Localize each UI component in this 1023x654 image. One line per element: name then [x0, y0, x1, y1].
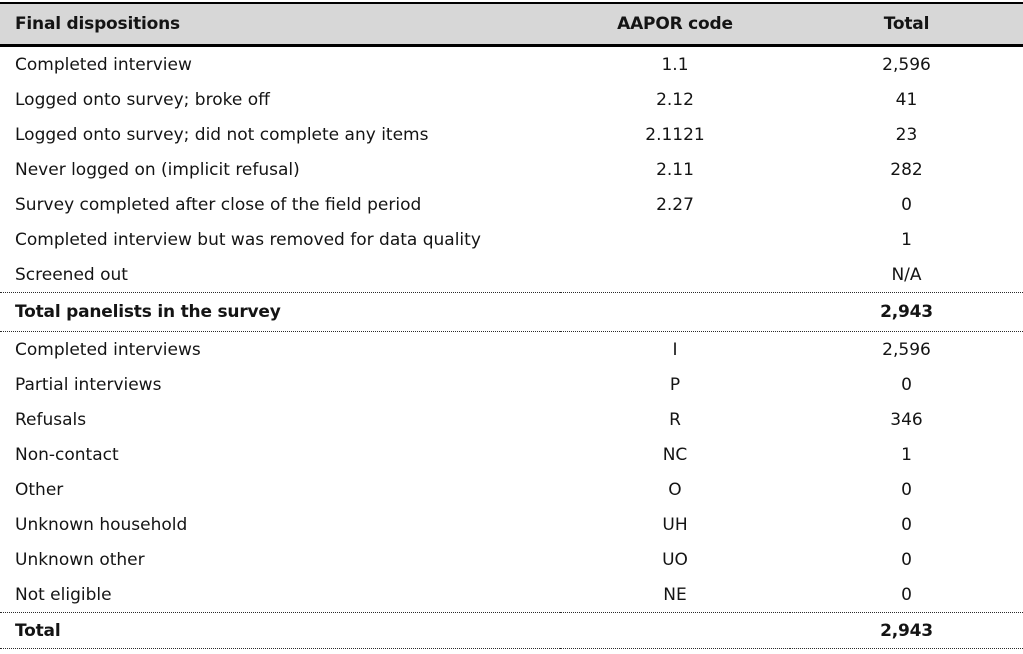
total-cell: 2,596: [790, 331, 1023, 367]
aapor-code-cell: [560, 612, 790, 649]
column-header-final-dispositions: Final dispositions: [0, 3, 560, 47]
disposition-cell: Not eligible: [15, 584, 112, 605]
table-row: Non-contact NC 1: [0, 437, 1023, 472]
disposition-cell: Total: [0, 612, 560, 649]
aapor-code-cell: 2.11: [656, 159, 694, 180]
aapor-code-cell: O: [668, 479, 682, 500]
aapor-code-cell: R: [669, 409, 681, 430]
total-cell: 1: [901, 444, 912, 465]
total-cell: 88%: [790, 648, 1023, 654]
table-row: Unknown other UO 0: [0, 542, 1023, 577]
total-cell: 0: [901, 584, 912, 605]
table-row: Completed interviews I 2,596: [0, 331, 1023, 367]
aapor-code-cell: [560, 257, 790, 293]
disposition-cell: Non-contact: [15, 444, 119, 465]
aapor-code-cell: 2.1121: [645, 124, 705, 145]
aapor-code-cell: UH: [662, 514, 688, 535]
total-cell: 2,943: [790, 292, 1023, 332]
table-row: Logged onto survey; broke off 2.12 41: [0, 82, 1023, 117]
disposition-cell: Completed interview: [15, 54, 192, 75]
table-header-row: Final dispositions AAPOR code Total: [0, 3, 1023, 47]
disposition-cell: Completed interview but was removed for …: [15, 229, 481, 250]
table-row: Completed interview but was removed for …: [0, 222, 1023, 257]
aapor-code-cell: UO: [662, 549, 688, 570]
total-cell: 282: [890, 159, 923, 180]
table-row: Survey completed after close of the fiel…: [0, 187, 1023, 222]
total-cell: 0: [901, 549, 912, 570]
disposition-cell: Never logged on (implicit refusal): [15, 159, 300, 180]
total-cell: 0: [901, 374, 912, 395]
aapor-code-cell: 1.1: [661, 54, 689, 75]
total-cell: 0: [901, 514, 912, 535]
aapor-code-cell: NE: [663, 584, 687, 605]
disposition-cell: Completed interviews: [0, 331, 560, 367]
table-row: Unknown household UH 0: [0, 507, 1023, 542]
disposition-cell: AAPOR RR1 = I / (I+P+R+NC+O+UH+UO): [0, 648, 560, 654]
total-cell: 0: [901, 194, 912, 215]
table-row: Not eligible NE 0: [0, 577, 1023, 613]
disposition-cell: Survey completed after close of the fiel…: [15, 194, 422, 215]
disposition-cell: Total panelists in the survey: [0, 292, 560, 332]
column-header-aapor-code: AAPOR code: [560, 3, 790, 47]
total-cell: 1: [901, 229, 912, 250]
aapor-code-cell: I: [560, 331, 790, 367]
total-row: Total 2,943: [0, 612, 1023, 649]
table-row: Partial interviews P 0: [0, 367, 1023, 402]
table-row: Refusals R 346: [0, 402, 1023, 437]
aapor-code-cell: P: [669, 374, 681, 395]
aapor-code-cell: [560, 292, 790, 332]
table-row: Screened out N/A: [0, 257, 1023, 293]
total-cell: 2,596: [882, 54, 931, 75]
aapor-code-cell: 2.27: [656, 194, 694, 215]
table-row: Logged onto survey; did not complete any…: [0, 117, 1023, 152]
table-row: Completed interview 1.1 2,596: [0, 46, 1023, 83]
total-cell: N/A: [891, 264, 922, 285]
disposition-cell: Logged onto survey; did not complete any…: [15, 124, 429, 145]
disposition-cell: Partial interviews: [15, 374, 162, 395]
aapor-code-cell: 2.12: [656, 89, 694, 110]
aapor-code-cell: [560, 648, 790, 654]
disposition-cell: Refusals: [15, 409, 87, 430]
disposition-cell: Other: [15, 479, 64, 500]
total-cell: 23: [895, 124, 918, 145]
aapor-rr1-row: AAPOR RR1 = I / (I+P+R+NC+O+UH+UO) 88%: [0, 648, 1023, 654]
total-cell: 346: [890, 409, 923, 430]
total-cell: 0: [901, 479, 912, 500]
total-cell: 2,943: [790, 612, 1023, 649]
table-row: Never logged on (implicit refusal) 2.11 …: [0, 152, 1023, 187]
aapor-code-cell: [560, 222, 790, 257]
total-cell: 41: [895, 89, 918, 110]
disposition-cell: Unknown other: [15, 549, 145, 570]
disposition-cell: Screened out: [15, 264, 128, 285]
column-header-total: Total: [790, 3, 1023, 47]
total-panelists-row: Total panelists in the survey 2,943: [0, 292, 1023, 332]
aapor-code-cell: NC: [662, 444, 688, 465]
disposition-cell: Logged onto survey; broke off: [15, 89, 270, 110]
table-row: Other O 0: [0, 472, 1023, 507]
disposition-cell: Unknown household: [15, 514, 188, 535]
